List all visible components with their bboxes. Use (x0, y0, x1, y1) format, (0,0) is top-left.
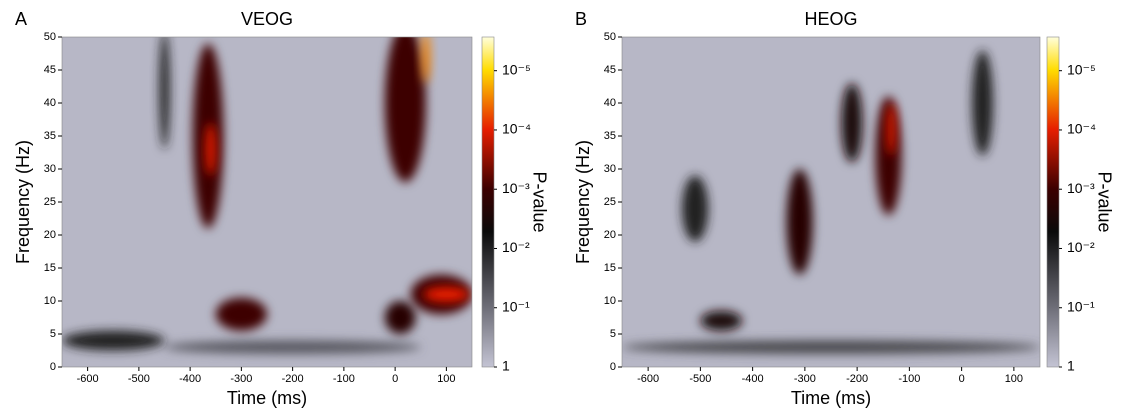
chart-title: HEOG (804, 9, 857, 29)
y-tick-label: 50 (604, 31, 616, 43)
y-tick-label: 30 (604, 163, 616, 175)
heatmap-blob (164, 340, 421, 354)
y-tick-label: 10 (44, 295, 56, 307)
y-tick-label: 30 (44, 163, 56, 175)
colorbar-tick-label: 10⁻² (502, 239, 530, 255)
colorbar-tick-label: 10⁻⁴ (502, 121, 531, 137)
x-tick-label: -200 (846, 373, 868, 385)
x-tick-label: -200 (282, 373, 304, 385)
colorbar-tick-label: 10⁻¹ (1067, 298, 1095, 314)
colorbar (481, 36, 495, 368)
heatmap-layer (62, 37, 472, 354)
x-tick-label: -400 (179, 373, 201, 385)
y-tick-label: 10 (604, 295, 616, 307)
x-tick-label: -300 (794, 373, 816, 385)
x-tick-label: 100 (1005, 373, 1023, 385)
x-tick-label: -300 (230, 373, 252, 385)
y-tick-label: 15 (44, 262, 56, 274)
x-tick-label: -100 (898, 373, 920, 385)
heatmap-layer (622, 50, 1040, 354)
x-axis-label: Time (ms) (791, 388, 871, 408)
colorbar-tick-label: 10⁻³ (502, 180, 530, 196)
colorbar-tick-label: 10⁻³ (1067, 180, 1095, 196)
y-tick-label: 5 (50, 328, 56, 340)
heatmap-blob (841, 83, 863, 163)
heatmap-blob (205, 122, 216, 176)
panel-label: A (15, 9, 27, 29)
heatmap-blob (384, 37, 426, 183)
heatmap-blob (786, 169, 813, 275)
heatmap-blob (384, 301, 416, 334)
x-tick-label: -500 (689, 373, 711, 385)
heatmap-blob (423, 286, 470, 303)
x-tick-label: -100 (333, 373, 355, 385)
y-tick-label: 50 (44, 31, 56, 43)
y-tick-label: 5 (610, 328, 616, 340)
heatmap-blob (622, 340, 1040, 354)
x-tick-label: -600 (77, 373, 99, 385)
heatmap-blob (215, 297, 267, 331)
x-tick-label: 0 (392, 373, 398, 385)
x-axis-label: Time (ms) (227, 388, 307, 408)
y-tick-label: 25 (604, 196, 616, 208)
heatmap-blob (972, 50, 993, 156)
x-tick-label: 0 (959, 373, 965, 385)
colorbar-tick-label: 10⁻¹ (502, 298, 530, 314)
y-tick-label: 40 (604, 97, 616, 109)
y-tick-label: 20 (604, 229, 616, 241)
colorbar-tick-label: 1 (1067, 358, 1075, 374)
y-tick-label: 20 (44, 229, 56, 241)
y-tick-label: 40 (44, 97, 56, 109)
y-tick-label: 15 (604, 262, 616, 274)
panel-label: B (575, 9, 587, 29)
y-tick-label: 45 (604, 64, 616, 76)
colorbar-tick-label: 1 (502, 358, 510, 374)
heatmap-blob (421, 37, 430, 84)
chart-title: VEOG (241, 9, 293, 29)
colorbar (1046, 36, 1060, 368)
heatmap-blob (700, 310, 743, 331)
heatmap-blob (682, 175, 709, 242)
x-tick-label: -600 (637, 373, 659, 385)
y-axis-label: Frequency (Hz) (573, 140, 593, 264)
y-tick-label: 35 (44, 130, 56, 142)
heatmap-blob (886, 102, 896, 156)
colorbar-label: P-value (1094, 171, 1114, 232)
y-tick-label: 45 (44, 64, 56, 76)
x-tick-label: -500 (128, 373, 150, 385)
colorbar-tick-label: 10⁻⁵ (502, 61, 531, 77)
y-axis-label: Frequency (Hz) (13, 140, 33, 264)
x-tick-label: -400 (742, 373, 764, 385)
x-tick-label: 100 (437, 373, 455, 385)
y-tick-label: 35 (604, 130, 616, 142)
colorbar-label: P-value (529, 171, 549, 232)
heatmap-blob (159, 37, 170, 150)
y-tick-label: 0 (50, 361, 56, 373)
colorbar-tick-label: 10⁻⁴ (1067, 121, 1096, 137)
y-tick-label: 25 (44, 196, 56, 208)
colorbar-tick-label: 10⁻⁵ (1067, 61, 1096, 77)
colorbar-tick-label: 10⁻² (1067, 239, 1095, 255)
y-tick-label: 0 (610, 361, 616, 373)
heatmap-blob (62, 330, 165, 351)
